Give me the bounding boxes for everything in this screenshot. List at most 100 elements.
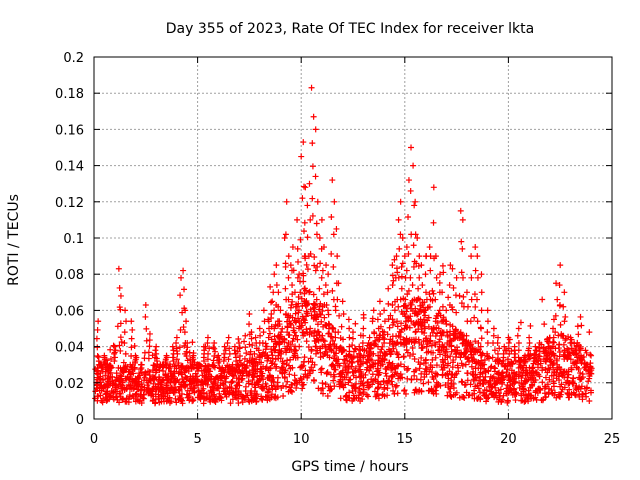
data-point-cluster bbox=[316, 285, 323, 292]
baseline-point bbox=[506, 385, 513, 392]
baseline-point bbox=[108, 388, 115, 395]
baseline-point bbox=[222, 385, 229, 392]
data-point-cluster bbox=[322, 321, 329, 328]
baseline-point bbox=[172, 395, 179, 402]
data-point bbox=[573, 343, 580, 350]
baseline-point bbox=[576, 393, 583, 400]
data-point-cluster bbox=[278, 350, 285, 357]
baseline-point bbox=[488, 363, 495, 370]
data-point-cluster bbox=[360, 354, 367, 361]
data-point-cluster bbox=[318, 274, 325, 281]
data-point-cluster bbox=[397, 231, 404, 238]
data-point-cluster bbox=[515, 347, 522, 354]
baseline-point bbox=[429, 297, 436, 304]
baseline-point bbox=[436, 351, 443, 358]
baseline-point bbox=[430, 388, 437, 395]
baseline-point bbox=[283, 349, 290, 356]
data-point-cluster bbox=[261, 318, 268, 325]
baseline-point bbox=[484, 353, 491, 360]
data-point-cluster bbox=[334, 296, 341, 303]
data-point-cluster bbox=[355, 358, 362, 365]
baseline-point bbox=[345, 369, 352, 376]
data-point-cluster bbox=[249, 355, 256, 362]
data-point bbox=[426, 244, 433, 251]
data-point-cluster bbox=[275, 303, 282, 310]
data-point-cluster bbox=[309, 140, 316, 147]
baseline-point bbox=[450, 392, 457, 399]
x-axis-label: GPS time / hours bbox=[291, 459, 408, 475]
baseline-point bbox=[228, 365, 235, 372]
baseline-point bbox=[418, 388, 425, 395]
data-point-cluster bbox=[491, 347, 498, 354]
baseline-point bbox=[497, 377, 504, 384]
baseline-point bbox=[283, 361, 290, 368]
data-point-cluster bbox=[313, 231, 320, 238]
data-point-cluster bbox=[205, 350, 212, 357]
data-point-cluster bbox=[236, 344, 243, 351]
baseline-point bbox=[119, 368, 126, 375]
data-point-cluster bbox=[514, 332, 521, 339]
data-point-cluster bbox=[435, 325, 442, 332]
data-point-cluster bbox=[264, 352, 271, 359]
x-tick-label: 0 bbox=[90, 432, 98, 447]
baseline-point bbox=[420, 380, 427, 387]
data-point-cluster bbox=[334, 253, 341, 260]
data-point bbox=[122, 307, 129, 314]
data-point-cluster bbox=[193, 361, 200, 368]
baseline-point bbox=[168, 398, 175, 405]
baseline-point bbox=[211, 345, 218, 352]
data-point bbox=[300, 139, 307, 146]
data-point-cluster bbox=[265, 334, 272, 341]
data-point-cluster bbox=[299, 195, 306, 202]
baseline-point bbox=[511, 373, 518, 380]
baseline-point bbox=[272, 338, 279, 345]
baseline-point bbox=[98, 382, 105, 389]
baseline-point bbox=[129, 366, 136, 373]
data-point bbox=[381, 307, 388, 314]
baseline-point bbox=[519, 397, 526, 404]
baseline-point bbox=[451, 328, 458, 335]
data-point bbox=[169, 343, 176, 350]
baseline-point bbox=[167, 370, 174, 377]
baseline-point bbox=[465, 355, 472, 362]
baseline-point bbox=[578, 375, 585, 382]
data-point-cluster bbox=[405, 250, 412, 257]
baseline-point bbox=[375, 395, 382, 402]
baseline-point bbox=[393, 265, 400, 272]
baseline-point bbox=[420, 360, 427, 367]
data-point-cluster bbox=[560, 332, 567, 339]
baseline-point bbox=[308, 346, 315, 353]
data-point bbox=[414, 235, 421, 241]
data-point-cluster bbox=[433, 274, 440, 281]
baseline-point bbox=[550, 339, 557, 346]
baseline-point bbox=[473, 374, 480, 381]
baseline-point bbox=[329, 337, 336, 344]
data-point bbox=[401, 253, 408, 260]
baseline-point bbox=[310, 305, 317, 312]
baseline-point bbox=[376, 357, 383, 364]
data-point-cluster bbox=[404, 291, 411, 298]
data-point-cluster bbox=[350, 348, 357, 355]
data-point-cluster bbox=[307, 216, 314, 223]
data-point bbox=[302, 184, 309, 191]
baseline-point bbox=[578, 322, 585, 329]
baseline-point bbox=[389, 360, 396, 367]
baseline-point bbox=[474, 382, 481, 389]
data-point bbox=[395, 216, 402, 223]
baseline-point bbox=[209, 383, 216, 390]
baseline-point bbox=[407, 301, 414, 308]
data-point-cluster bbox=[416, 274, 423, 281]
data-point-cluster bbox=[543, 358, 550, 365]
baseline-point bbox=[286, 384, 293, 391]
baseline-point bbox=[331, 341, 338, 348]
baseline-point bbox=[262, 380, 269, 387]
data-point-cluster bbox=[275, 332, 282, 339]
baseline-point bbox=[211, 397, 218, 404]
data-point-cluster bbox=[292, 347, 299, 354]
data-point-cluster bbox=[453, 326, 460, 333]
baseline-point bbox=[564, 374, 571, 381]
data-point-cluster bbox=[412, 329, 419, 336]
data-point bbox=[287, 262, 294, 269]
data-point-cluster bbox=[394, 318, 401, 325]
